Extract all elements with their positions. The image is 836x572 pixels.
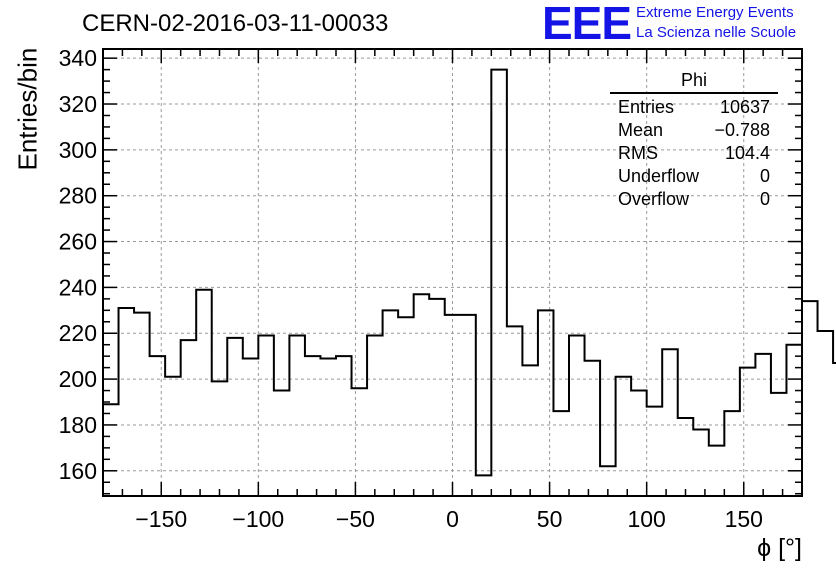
histogram-bin <box>538 310 554 496</box>
histogram-bin <box>507 326 523 496</box>
tick-labels: −150 −100 −50 0 50 100 150 160 180 200 220 240 260 28… <box>59 45 763 532</box>
stats-label: Mean <box>618 120 664 140</box>
y-tick-label: 160 <box>59 458 97 484</box>
x-tick-label: −50 <box>336 506 375 532</box>
histogram-bin <box>165 377 181 496</box>
histogram-bin <box>336 356 352 496</box>
stats-row: Underflow 0 <box>610 165 778 188</box>
histogram-bin <box>724 411 740 496</box>
logo-line-1: Extreme Energy Events <box>636 4 794 21</box>
stats-title: Phi <box>610 70 778 94</box>
histogram-outline <box>103 68 836 477</box>
histogram-bin <box>491 70 507 496</box>
histogram-bin <box>274 391 290 496</box>
x-tick-label: −150 <box>135 506 187 532</box>
y-tick-label: 240 <box>59 274 97 300</box>
histogram-bin <box>693 430 709 496</box>
stats-value: −0.788 <box>714 120 770 140</box>
y-tick-label: 220 <box>59 320 97 346</box>
stats-row: Mean −0.788 <box>610 119 778 142</box>
y-axis-label: Entries/bin <box>12 47 43 171</box>
histogram-bin <box>476 475 492 496</box>
x-tick-label: 0 <box>446 506 459 532</box>
y-tick-label: 340 <box>59 45 97 71</box>
histogram-bin <box>662 349 678 496</box>
y-tick-label: 200 <box>59 366 97 392</box>
histogram-bin <box>585 361 601 496</box>
histogram-bin <box>243 358 259 496</box>
histogram-bin <box>212 381 228 496</box>
histogram-bin <box>196 290 212 496</box>
eee-logo: EEE <box>542 0 632 49</box>
histogram-bin <box>134 313 150 496</box>
y-tick-label: 300 <box>59 137 97 163</box>
histogram-bin <box>119 308 135 496</box>
histogram-bin <box>460 315 476 496</box>
histogram-bin <box>383 310 399 496</box>
x-tick-label: 50 <box>537 506 563 532</box>
histogram-bin <box>740 368 756 496</box>
histogram-bin <box>305 356 321 496</box>
histogram-bin <box>802 301 818 496</box>
axes <box>102 48 803 497</box>
x-tick-label: 150 <box>725 506 763 532</box>
stats-row: Entries 10637 <box>610 96 778 119</box>
histogram-bars <box>103 68 836 496</box>
stats-value: 10637 <box>719 97 770 117</box>
histogram-bin <box>258 336 274 496</box>
stats-value: 0 <box>759 166 770 186</box>
stats-label: RMS <box>618 143 658 163</box>
logo-line-2: La Scienza nelle Scuole <box>636 24 797 41</box>
x-tick-label: 100 <box>627 506 665 532</box>
x-tick-label: −100 <box>232 506 284 532</box>
histogram-bin <box>398 317 414 496</box>
histogram-bin <box>367 336 383 496</box>
histogram-bin <box>616 377 632 496</box>
stats-label: Underflow <box>618 166 700 186</box>
histogram-bin <box>429 299 445 496</box>
histogram-bin <box>647 407 663 496</box>
chart-title: CERN-02-2016-03-11-00033 <box>82 10 389 37</box>
stats-row: RMS 104.4 <box>610 142 778 165</box>
y-tick-label: 260 <box>59 229 97 255</box>
y-tick-label: 320 <box>59 91 97 117</box>
histogram-bin <box>522 365 538 496</box>
histogram-bin <box>181 340 197 496</box>
stats-value: 104.4 <box>724 143 770 163</box>
histogram-bin <box>289 336 305 496</box>
histogram-bin <box>818 331 834 496</box>
x-axis-label: ϕ [°] <box>757 534 802 562</box>
stats-row: Overflow 0 <box>610 188 778 211</box>
stats-label: Overflow <box>618 189 690 209</box>
stats-value: 0 <box>759 189 770 209</box>
histogram-bin <box>678 418 694 496</box>
histogram-bin <box>569 336 585 496</box>
histogram-bin <box>150 356 166 496</box>
histogram-bin <box>771 393 787 496</box>
histogram-bin <box>352 388 368 496</box>
histogram-bin <box>414 294 430 496</box>
stats-label: Entries <box>618 97 675 117</box>
histogram-bin <box>631 391 647 496</box>
histogram-bin <box>553 411 569 496</box>
histogram-bin <box>227 338 243 496</box>
y-tick-label: 180 <box>59 412 97 438</box>
y-tick-label: 280 <box>59 183 97 209</box>
stats-box: Phi Entries 10637 Mean −0.788 RMS 104.4 Und… <box>610 70 778 211</box>
